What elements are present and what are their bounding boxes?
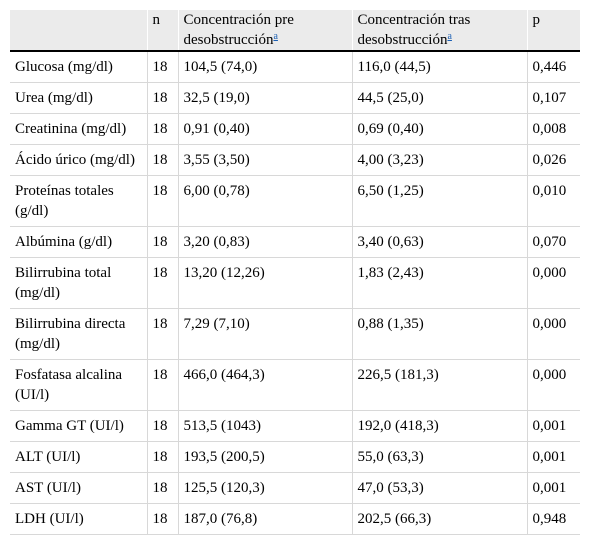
cell-p-value: 0,010 (526, 175, 580, 227)
cell-n: 18 (146, 226, 178, 258)
cell-n: 18 (146, 359, 178, 411)
cell-pre-concentration: 125,5 (120,3) (177, 472, 352, 504)
cell-n: 18 (146, 82, 178, 114)
cell-p-value: 0,446 (526, 51, 580, 83)
cell-p-value: 0,001 (526, 410, 580, 442)
cell-pre-concentration: 466,0 (464,3) (177, 359, 352, 411)
table-row: Ácido úrico (mg/dl) 18 3,55 (3,50) 4,00 (3,… (10, 144, 580, 176)
cell-parameter: ALT (UI/l) (10, 441, 147, 473)
cell-n: 18 (146, 472, 178, 504)
table-row: Creatinina (mg/dl) 18 0,91 (0,40) 0,69 (0,4… (10, 113, 580, 145)
table-row: Fosfatasa alcalina (UI/l) 18 466,0 (464,3)… (10, 359, 580, 411)
cell-post-concentration: 3,40 (0,63) (351, 226, 527, 258)
cell-parameter: LDH (UI/l) (10, 503, 147, 535)
cell-p-value: 0,001 (526, 441, 580, 473)
cell-pre-concentration: 13,20 (12,26) (177, 257, 352, 309)
cell-pre-concentration: 193,5 (200,5) (177, 441, 352, 473)
cell-pre-concentration: 3,55 (3,50) (177, 144, 352, 176)
cell-parameter: Fosfatasa alcalina (UI/l) (10, 359, 147, 411)
cell-pre-concentration: 187,0 (76,8) (177, 503, 352, 535)
table-row: LDH (UI/l) 18 187,0 (76,8) 202,5 (66,3) 0,94… (10, 503, 580, 535)
cell-pre-concentration: 32,5 (19,0) (177, 82, 352, 114)
cell-pre-concentration: 513,5 (1043) (177, 410, 352, 442)
cell-pre-concentration: 7,29 (7,10) (177, 308, 352, 360)
lab-results-table: n Concentración pre desobstruccióna Conc… (10, 10, 580, 535)
cell-p-value: 0,000 (526, 359, 580, 411)
cell-parameter: Ácido úrico (mg/dl) (10, 144, 147, 176)
cell-post-concentration: 0,88 (1,35) (351, 308, 527, 360)
table-row: AST (UI/l) 18 125,5 (120,3) 47,0 (53,3) 0,00… (10, 472, 580, 504)
table-row: Albúmina (g/dl) 18 3,20 (0,83) 3,40 (0,63) 0… (10, 226, 580, 258)
cell-post-concentration: 1,83 (2,43) (351, 257, 527, 309)
header-p-value: p (526, 10, 580, 52)
cell-post-concentration: 202,5 (66,3) (351, 503, 527, 535)
cell-n: 18 (146, 175, 178, 227)
table-header: n Concentración pre desobstruccióna Conc… (10, 10, 580, 52)
cell-n: 18 (146, 51, 178, 83)
cell-n: 18 (146, 113, 178, 145)
cell-n: 18 (146, 410, 178, 442)
cell-p-value: 0,000 (526, 308, 580, 360)
cell-post-concentration: 6,50 (1,25) (351, 175, 527, 227)
table-row: ALT (UI/l) 18 193,5 (200,5) 55,0 (63,3) 0,00… (10, 441, 580, 473)
table-row: Glucosa (mg/dl) 18 104,5 (74,0) 116,0 (44,5… (10, 51, 580, 83)
cell-parameter: Proteínas totales (g/dl) (10, 175, 147, 227)
table-row: Gamma GT (UI/l) 18 513,5 (1043) 192,0 (418,… (10, 410, 580, 442)
cell-parameter: Creatinina (mg/dl) (10, 113, 147, 145)
results-table-container: n Concentración pre desobstruccióna Conc… (10, 10, 580, 535)
cell-parameter: Bilirrubina directa (mg/dl) (10, 308, 147, 360)
cell-post-concentration: 4,00 (3,23) (351, 144, 527, 176)
header-parameter (10, 10, 147, 52)
cell-p-value: 0,107 (526, 82, 580, 114)
cell-parameter: Glucosa (mg/dl) (10, 51, 147, 83)
cell-post-concentration: 47,0 (53,3) (351, 472, 527, 504)
cell-parameter: Gamma GT (UI/l) (10, 410, 147, 442)
cell-post-concentration: 226,5 (181,3) (351, 359, 527, 411)
cell-post-concentration: 116,0 (44,5) (351, 51, 527, 83)
cell-parameter: Albúmina (g/dl) (10, 226, 147, 258)
cell-n: 18 (146, 441, 178, 473)
cell-p-value: 0,000 (526, 257, 580, 309)
table-row: Bilirrubina directa (mg/dl) 18 7,29 (7,10)… (10, 308, 580, 360)
table-row: Proteínas totales (g/dl) 18 6,00 (0,78) 6,5… (10, 175, 580, 227)
cell-p-value: 0,008 (526, 113, 580, 145)
header-row: n Concentración pre desobstruccióna Conc… (10, 10, 580, 52)
table-row: Bilirrubina total (mg/dl) 18 13,20 (12,26)… (10, 257, 580, 309)
cell-n: 18 (146, 144, 178, 176)
header-pre-concentration: Concentración pre desobstruccióna (177, 10, 352, 52)
cell-p-value: 0,070 (526, 226, 580, 258)
cell-post-concentration: 0,69 (0,40) (351, 113, 527, 145)
table-row: Urea (mg/dl) 18 32,5 (19,0) 44,5 (25,0) 0,10… (10, 82, 580, 114)
cell-post-concentration: 44,5 (25,0) (351, 82, 527, 114)
cell-p-value: 0,026 (526, 144, 580, 176)
cell-parameter: Urea (mg/dl) (10, 82, 147, 114)
cell-p-value: 0,948 (526, 503, 580, 535)
table-body: Glucosa (mg/dl) 18 104,5 (74,0) 116,0 (44,5… (10, 51, 580, 535)
footnote-link-pre[interactable]: a (273, 31, 278, 42)
cell-post-concentration: 55,0 (63,3) (351, 441, 527, 473)
header-pre-label: Concentración pre desobstrucción (183, 12, 294, 48)
header-post-label: Concentración tras desobstrucción (357, 12, 471, 48)
header-post-concentration: Concentración tras desobstruccióna (351, 10, 527, 52)
cell-n: 18 (146, 308, 178, 360)
cell-n: 18 (146, 257, 178, 309)
cell-pre-concentration: 104,5 (74,0) (177, 51, 352, 83)
header-n: n (146, 10, 178, 52)
cell-pre-concentration: 6,00 (0,78) (177, 175, 352, 227)
footnote-link-post[interactable]: a (447, 31, 452, 42)
cell-parameter: AST (UI/l) (10, 472, 147, 504)
cell-pre-concentration: 3,20 (0,83) (177, 226, 352, 258)
cell-p-value: 0,001 (526, 472, 580, 504)
cell-pre-concentration: 0,91 (0,40) (177, 113, 352, 145)
cell-post-concentration: 192,0 (418,3) (351, 410, 527, 442)
cell-n: 18 (146, 503, 178, 535)
cell-parameter: Bilirrubina total (mg/dl) (10, 257, 147, 309)
